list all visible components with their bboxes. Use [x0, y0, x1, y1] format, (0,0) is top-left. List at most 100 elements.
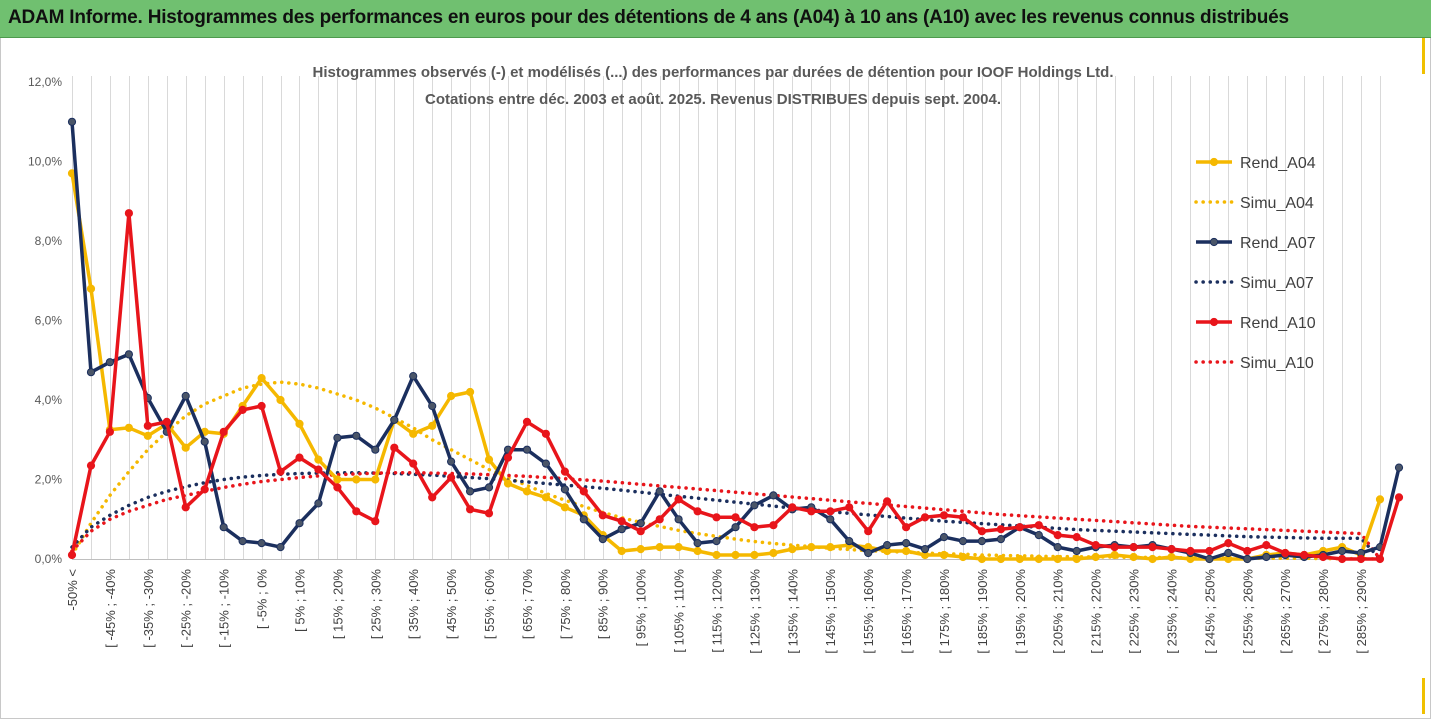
data-point [750, 501, 759, 510]
x-tick-label: [ 135% ; 140% [785, 569, 800, 654]
data-point [977, 554, 987, 564]
data-point [295, 453, 304, 462]
data-point [826, 507, 835, 516]
data-point [1243, 546, 1252, 556]
data-point [67, 117, 77, 126]
legend-label-rend-a07: Rend_A07 [1240, 235, 1316, 252]
data-point [1072, 554, 1081, 564]
data-point [314, 455, 323, 464]
data-point [371, 445, 380, 454]
data-point [276, 543, 285, 552]
data-point [466, 505, 475, 514]
data-point [124, 350, 133, 359]
x-tick-label: [ 115% ; 120% [709, 569, 724, 653]
data-point [238, 537, 247, 546]
data-point [750, 523, 759, 532]
data-point [1243, 554, 1252, 564]
data-point [143, 431, 152, 440]
data-point [428, 401, 437, 411]
x-tick-label: [ 245% ; 250% [1202, 569, 1217, 654]
data-point [598, 535, 607, 544]
data-point [845, 537, 854, 546]
data-point [712, 513, 721, 522]
x-tick-label: [ 235% ; 240% [1164, 569, 1179, 654]
data-point [1375, 495, 1385, 504]
data-point [769, 521, 778, 530]
data-point [1167, 545, 1176, 554]
data-point [1034, 521, 1043, 530]
data-point [200, 485, 209, 494]
data-point [181, 443, 190, 452]
data-point [807, 543, 816, 552]
data-point [883, 497, 892, 506]
data-point [1262, 541, 1271, 550]
data-point [1167, 552, 1176, 562]
data-point [1072, 533, 1081, 542]
data-point [447, 391, 456, 401]
y-tick-label: 6,0% [35, 314, 63, 328]
data-point [541, 429, 551, 438]
data-point [371, 475, 380, 484]
data-point [1205, 546, 1214, 556]
x-tick-label: [ 105% ; 110% [672, 569, 687, 653]
x-tick-label: -50% < [65, 569, 80, 611]
data-point [902, 539, 911, 548]
data-point [712, 537, 721, 546]
data-point [693, 539, 702, 548]
y-tick-label: 0,0% [35, 552, 63, 566]
grid [72, 76, 1381, 559]
data-point [162, 417, 171, 426]
data-point [674, 495, 683, 504]
data-point [124, 209, 133, 218]
x-tick-label: [ 165% ; 170% [899, 569, 914, 654]
data-point [86, 461, 96, 470]
data-point [560, 467, 570, 476]
x-tick-label: [ 255% ; 260% [1240, 569, 1255, 654]
data-point [219, 523, 228, 532]
data-point [958, 513, 968, 522]
data-point [996, 525, 1006, 534]
data-point [428, 493, 437, 502]
data-point [1338, 554, 1347, 564]
y-tick-label: 8,0% [35, 234, 63, 248]
data-point [1053, 543, 1062, 552]
data-point [693, 507, 702, 516]
data-point [655, 487, 664, 496]
data-point [333, 483, 342, 492]
data-point [257, 539, 266, 548]
data-point [1034, 554, 1043, 564]
x-tick-label: [ 15% ; 20% [330, 569, 345, 640]
data-point [788, 503, 797, 512]
x-tick-label: [ 145% ; 150% [823, 569, 838, 654]
data-point [1356, 554, 1366, 564]
legend-label-rend-a10: Rend_A10 [1240, 315, 1316, 332]
data-point [124, 423, 133, 432]
legend-label-simu-a07: Simu_A07 [1240, 275, 1314, 292]
chart-title-line-1: Histogrammes observés (-) et modélisés (… [313, 64, 1114, 81]
data-point [769, 491, 778, 500]
x-tick-label: [ 275% ; 280% [1316, 569, 1331, 654]
data-point [579, 515, 588, 524]
data-point [1205, 554, 1214, 564]
series-line-simu-a10 [70, 470, 1382, 561]
data-point [1091, 541, 1100, 550]
data-point [1110, 543, 1119, 552]
data-point [807, 507, 816, 516]
data-point [67, 550, 77, 560]
data-point [484, 455, 494, 464]
data-point [181, 503, 190, 512]
data-point [257, 374, 266, 383]
x-tick-label: [ 175% ; 180% [937, 569, 952, 654]
data-point [977, 527, 987, 536]
data-point [1262, 552, 1271, 562]
data-point [636, 519, 645, 528]
data-point [996, 535, 1006, 544]
data-point [1034, 531, 1043, 540]
x-tick-label: [ 155% ; 160% [861, 569, 876, 654]
legend-label-simu-a10: Simu_A10 [1240, 355, 1314, 372]
chart-title: Histogrammes observés (-) et modélisés (… [313, 64, 1114, 108]
data-point [409, 372, 418, 381]
data-point [826, 515, 835, 524]
data-point [636, 545, 645, 554]
data-point [1319, 552, 1328, 562]
